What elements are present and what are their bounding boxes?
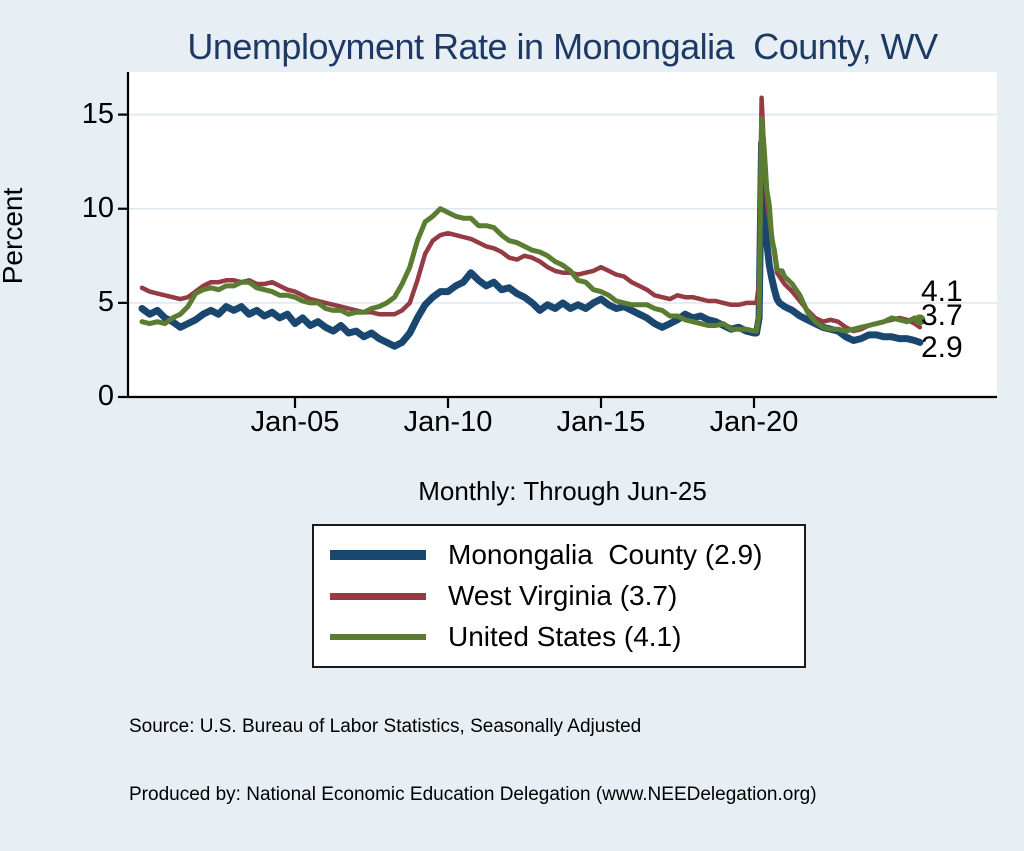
x-tick-label: Jan-15 xyxy=(556,406,646,438)
legend-swatch xyxy=(330,550,426,560)
x-tick-label: Jan-05 xyxy=(250,406,340,438)
series-line-west-virginia xyxy=(139,95,923,334)
end-value-label: 4.1 xyxy=(921,275,963,308)
legend-row: Monongalia County (2.9) xyxy=(314,539,804,571)
legend-box: Monongalia County (2.9) West Virginia (3.… xyxy=(312,524,806,668)
legend-label: West Virginia (3.7) xyxy=(448,580,678,611)
chart-subtitle: Monthly: Through Jun-25 xyxy=(418,476,707,506)
series-end-marker xyxy=(914,314,926,326)
legend-row: United States (4.1) xyxy=(314,621,804,653)
legend-label: United States (4.1) xyxy=(448,621,682,652)
legend-swatch xyxy=(330,592,426,600)
y-axis-title: Percent xyxy=(0,187,28,285)
plot-area xyxy=(128,72,997,397)
chart-canvas: Unemployment Rate in Monongalia County, … xyxy=(0,26,997,805)
y-tick-label: 0 xyxy=(97,380,114,412)
producer-note: Produced by: National Economic Education… xyxy=(129,783,817,805)
end-value-label: 3.7 xyxy=(921,299,963,332)
line-chart-svg xyxy=(118,72,997,408)
y-tick-label: 10 xyxy=(81,191,114,224)
x-tick-label: Jan-10 xyxy=(403,406,493,438)
y-tick-label: 5 xyxy=(97,285,114,318)
legend-row: West Virginia (3.7) xyxy=(314,580,804,612)
legend-swatch xyxy=(330,634,426,640)
source-note: Source: U.S. Bureau of Labor Statistics,… xyxy=(129,716,642,737)
series-line-united-states xyxy=(139,115,923,334)
x-tick-label: Jan-20 xyxy=(709,406,799,438)
chart-title: Unemployment Rate in Monongalia County, … xyxy=(187,26,938,67)
y-tick-label: 15 xyxy=(81,97,114,130)
legend-label: Monongalia County (2.9) xyxy=(448,539,763,570)
series-line-monongalia-county xyxy=(138,139,924,350)
end-value-label: 2.9 xyxy=(921,331,963,364)
footer-notes: Source: U.S. Bureau of Labor Statistics,… xyxy=(129,671,989,851)
